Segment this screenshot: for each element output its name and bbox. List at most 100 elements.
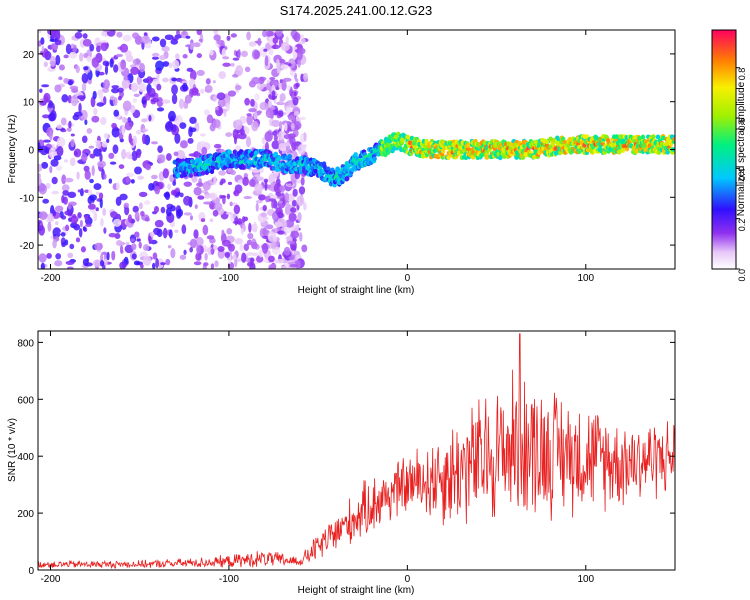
heatmap-cell xyxy=(159,55,166,61)
heatmap-cell xyxy=(240,228,244,235)
heatmap-cell xyxy=(285,144,291,154)
heatmap-cell xyxy=(185,35,191,39)
heatmap-cell xyxy=(168,229,173,239)
heatmap-cell xyxy=(152,36,160,42)
heatmap-cell xyxy=(130,66,140,75)
heatmap-cell xyxy=(214,106,220,111)
heatmap-cell xyxy=(73,111,83,117)
heatmap-cell xyxy=(47,213,54,222)
heatmap-cell xyxy=(58,64,65,71)
heatmap-cell xyxy=(165,258,171,266)
heatmap-cell xyxy=(276,68,281,74)
heatmap-cell xyxy=(162,77,169,83)
heatmap-cell xyxy=(76,171,80,180)
heatmap-cell xyxy=(157,145,163,153)
heatmap-cell xyxy=(262,242,269,254)
snr-y-axis-label: SNR (10 * v/v) xyxy=(7,418,18,482)
heatmap-cell xyxy=(262,204,267,212)
heatmap-cell xyxy=(95,45,101,53)
heatmap-cell xyxy=(221,229,225,236)
heatmap-cell xyxy=(108,178,113,184)
heatmap-cell xyxy=(273,134,278,142)
heatmap-cell xyxy=(244,97,250,106)
heatmap-cell xyxy=(49,55,56,67)
heatmap-cell xyxy=(281,80,287,92)
heatmap-cell xyxy=(66,266,74,269)
heatmap-cell xyxy=(235,84,242,91)
heatmap-cell xyxy=(466,142,472,148)
heatmap-cell xyxy=(143,200,151,205)
heatmap-cell xyxy=(151,52,160,58)
heatmap-cell xyxy=(290,207,297,213)
heatmap-cell xyxy=(183,212,192,216)
heatmap-cell xyxy=(197,195,205,200)
heatmap-cell xyxy=(265,224,274,230)
heatmap-cell xyxy=(54,39,62,46)
heatmap-cell xyxy=(151,141,158,145)
heatmap-cell xyxy=(196,182,204,187)
heatmap-cell xyxy=(193,42,201,48)
heatmap-cell xyxy=(233,119,243,131)
heatmap-cell xyxy=(68,120,72,129)
heatmap-cell xyxy=(87,189,93,197)
heatmap-cell xyxy=(188,173,194,178)
heatmap-cell xyxy=(263,216,269,220)
heatmap-cell xyxy=(84,169,91,180)
heatmap-cell xyxy=(108,232,117,238)
heatmap-cell xyxy=(269,76,276,81)
heatmap-cell xyxy=(227,181,233,185)
heatmap-cell xyxy=(47,221,52,232)
heatmap-cell xyxy=(165,153,172,161)
heatmap-cell xyxy=(176,173,181,179)
heatmap-cell xyxy=(522,143,527,149)
heatmap-cell xyxy=(79,219,83,228)
y-tick-label: 20 xyxy=(23,50,35,61)
heatmap-cell xyxy=(225,132,233,137)
heatmap-cell xyxy=(110,211,118,219)
x-tick-label: 0 xyxy=(405,273,411,284)
heatmap-cell xyxy=(65,260,75,265)
heatmap-cell xyxy=(68,51,77,59)
heatmap-cell xyxy=(412,140,417,146)
heatmap-cell xyxy=(300,176,305,186)
heatmap-cell xyxy=(209,218,214,223)
heatmap-cell xyxy=(67,203,72,210)
heatmap-cell xyxy=(289,256,295,261)
x-tick-label: -100 xyxy=(219,574,239,585)
heatmap-cell xyxy=(285,105,292,115)
heatmap-cell xyxy=(661,135,666,141)
heatmap-cell xyxy=(209,192,218,200)
heatmap-cell xyxy=(668,141,674,147)
heatmap-cell xyxy=(283,221,288,228)
heatmap-cell xyxy=(103,173,107,180)
heatmap-cell xyxy=(78,227,83,238)
heatmap-cell xyxy=(224,252,231,258)
heatmap-cell xyxy=(189,69,197,81)
heatmap-cell xyxy=(230,63,235,67)
heatmap-cell xyxy=(55,54,61,66)
heatmap-cell xyxy=(82,33,88,39)
heatmap-cell xyxy=(210,263,215,269)
snr-frame xyxy=(37,330,676,571)
heatmap-cell xyxy=(154,219,164,228)
heatmap-cell xyxy=(291,199,297,207)
heatmap-cell xyxy=(264,55,269,67)
heatmap-cell xyxy=(122,100,132,112)
heatmap-cell xyxy=(111,122,117,129)
heatmap-cell xyxy=(132,32,140,39)
heatmap-cell xyxy=(295,156,300,162)
heatmap-cell xyxy=(78,102,82,114)
heatmap-cell xyxy=(38,30,42,34)
heatmap-cell xyxy=(164,191,171,200)
heatmap-cell xyxy=(40,262,45,269)
heatmap-cell xyxy=(233,189,240,197)
heatmap-cell xyxy=(137,175,145,180)
heatmap-cell xyxy=(244,126,250,135)
heatmap-cell xyxy=(41,45,45,52)
heatmap-cell xyxy=(181,224,187,235)
heatmap-cell xyxy=(617,149,622,155)
heatmap-cell xyxy=(293,250,300,256)
heatmap-cell xyxy=(195,236,204,247)
heatmap-cell xyxy=(115,182,120,191)
heatmap-cell xyxy=(400,137,405,143)
